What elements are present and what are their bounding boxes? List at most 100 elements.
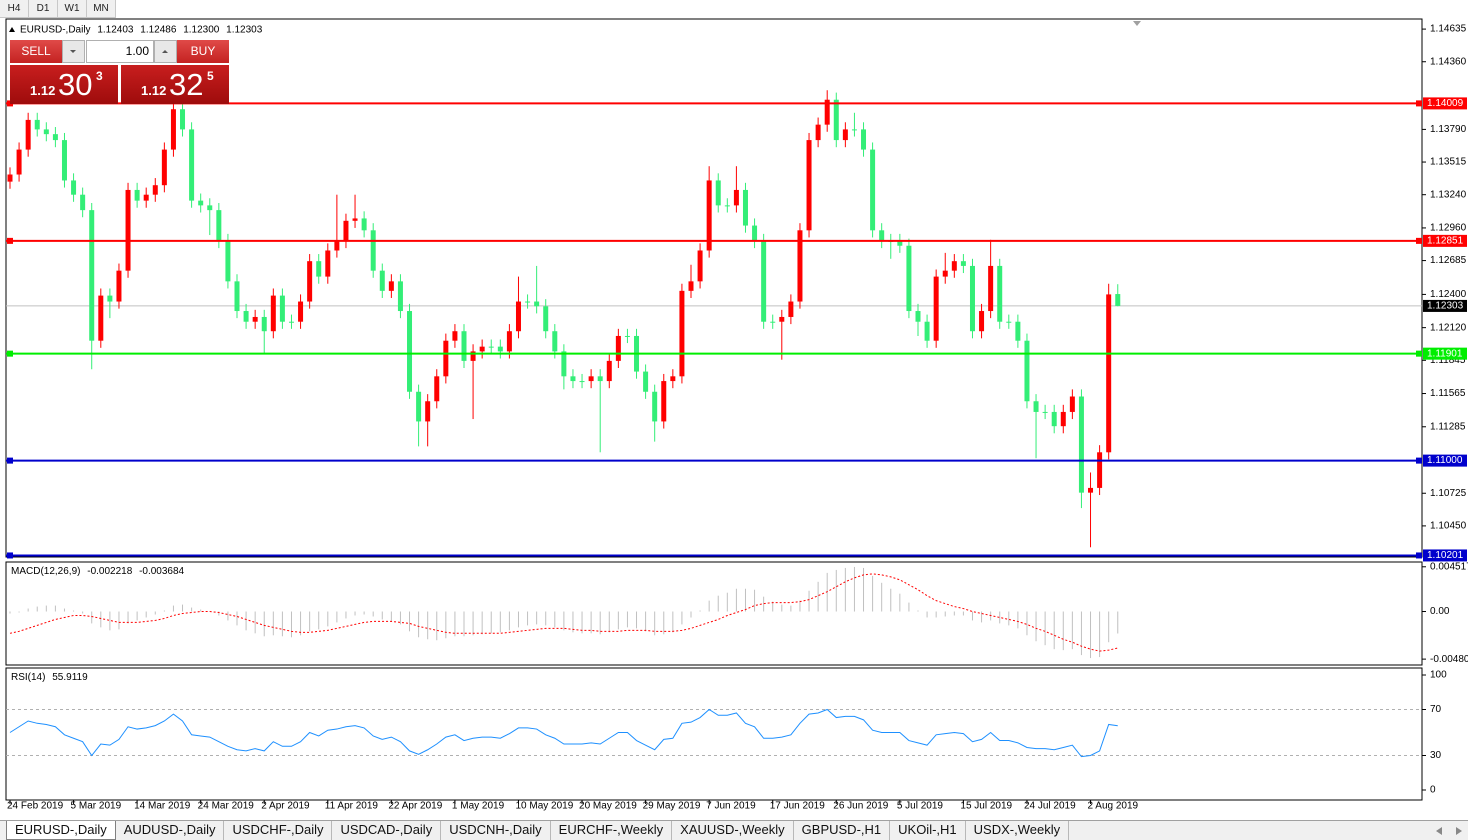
- candle-body: [52, 134, 58, 141]
- candle-body: [225, 240, 231, 282]
- chart-tab[interactable]: USDCNH-,Daily: [441, 821, 551, 840]
- candle-body: [216, 210, 222, 241]
- chart-tab[interactable]: USDX-,Weekly: [966, 821, 1070, 840]
- lots-up[interactable]: [154, 40, 177, 63]
- chart-tab[interactable]: UKOil-,H1: [890, 821, 966, 840]
- candle-body: [1006, 321, 1012, 323]
- candle-body: [288, 321, 294, 323]
- ask-big: 1.12: [141, 83, 167, 98]
- candle-body: [1060, 411, 1066, 427]
- candle-body: [652, 391, 658, 422]
- y-tick-label: 1.12400: [1430, 289, 1467, 300]
- level-label-box: [1423, 347, 1467, 360]
- candle-body: [525, 301, 531, 303]
- candle-body: [252, 316, 258, 322]
- candle-body: [25, 119, 31, 150]
- x-tick-label: 11 Apr 2019: [325, 801, 379, 812]
- timeframe-button[interactable]: W1: [58, 0, 87, 17]
- arrow-icon: [70, 50, 76, 53]
- rsi-panel-frame: [5, 667, 1423, 801]
- candle-body: [661, 381, 667, 422]
- arrow-icon: [162, 50, 168, 53]
- candle-body: [824, 99, 830, 125]
- timeframe-button[interactable]: D1: [29, 0, 58, 17]
- candle-body: [733, 189, 739, 206]
- candle-body: [243, 311, 249, 322]
- ask-price[interactable]: 1.12 32 5: [121, 65, 229, 104]
- candle-body: [488, 346, 494, 348]
- timeframe-button[interactable]: MN: [87, 0, 116, 17]
- candle-body: [407, 311, 413, 392]
- x-tick-label: 24 Mar 2019: [198, 801, 255, 812]
- chart-tab[interactable]: EURCHF-,Weekly: [551, 821, 673, 840]
- level-handle: [1416, 552, 1422, 559]
- macd-title: MACD(12,26,9): [11, 566, 80, 577]
- candle-body: [207, 205, 213, 211]
- chart-shift-marker: [1133, 21, 1141, 26]
- candle-body: [951, 261, 957, 271]
- x-tick-label: 14 Mar 2019: [134, 801, 191, 812]
- candle-body: [606, 360, 612, 382]
- candle-body: [443, 340, 449, 377]
- chart-tab[interactable]: AUDUSD-,Daily: [116, 821, 225, 840]
- timeframe-button[interactable]: H4: [0, 0, 29, 17]
- candle-body: [80, 194, 86, 211]
- candle-body: [425, 401, 431, 422]
- bid-price[interactable]: 1.12 30 3: [10, 65, 118, 104]
- candle-body: [515, 301, 521, 332]
- candle-body: [770, 321, 776, 323]
- sell-button[interactable]: SELL: [10, 40, 62, 63]
- rsi-header: RSI(14) 55.9119: [11, 672, 88, 683]
- chart-tabs: EURUSD-,Daily AUDUSD-,Daily USDCHF-,Daily U…: [0, 820, 1468, 840]
- candle-body: [933, 276, 939, 341]
- candle-body: [842, 129, 848, 141]
- candle-body: [43, 129, 49, 135]
- y-tick-label: 30: [1430, 750, 1442, 761]
- candle-body: [724, 205, 730, 207]
- chart-tab[interactable]: USDCHF-,Daily: [224, 821, 333, 840]
- candle-body: [279, 295, 285, 322]
- macd-header: MACD(12,26,9) -0.002218 -0.003684: [11, 566, 185, 577]
- candle-body: [588, 376, 594, 382]
- candle-body: [679, 290, 685, 377]
- ask-point: 5: [207, 69, 214, 83]
- x-tick-label: 22 Apr 2019: [388, 801, 442, 812]
- candle-body: [715, 180, 721, 206]
- candle-body: [161, 149, 167, 186]
- buy-button[interactable]: BUY: [177, 40, 229, 63]
- tab-scroll[interactable]: [1434, 825, 1464, 837]
- x-tick-label: 10 May 2019: [515, 801, 573, 812]
- candle-body: [370, 230, 376, 271]
- candle-body: [997, 265, 1003, 322]
- candle-body: [1106, 294, 1112, 453]
- candle-body: [670, 376, 676, 382]
- candle-body: [1069, 396, 1075, 412]
- candle-body: [7, 174, 13, 182]
- x-tick-label: 24 Feb 2019: [7, 801, 64, 812]
- chart-tab[interactable]: XAUUSD-,Weekly: [672, 821, 794, 840]
- candle-body: [761, 240, 767, 322]
- candle-body: [697, 250, 703, 282]
- chart-tab[interactable]: USDCAD-,Daily: [332, 821, 442, 840]
- candle-body: [870, 149, 876, 231]
- candle-body: [897, 240, 903, 246]
- candle-body: [924, 321, 930, 341]
- chart-tab[interactable]: EURUSD-,Daily: [6, 821, 116, 840]
- y-tick-label: 1.11285: [1430, 421, 1466, 432]
- lots-down[interactable]: [62, 40, 85, 63]
- lots-input[interactable]: 1.00: [86, 40, 154, 63]
- y-tick-label: -0.004806: [1430, 654, 1468, 665]
- y-tick-label: 100: [1430, 670, 1447, 681]
- candle-body: [906, 245, 912, 312]
- y-tick-label: 1.12960: [1430, 223, 1467, 234]
- level-label-box: [1423, 454, 1467, 467]
- candle-body: [988, 265, 994, 312]
- chart-tab[interactable]: GBPUSD-,H1: [794, 821, 891, 840]
- y-tick-label: 1.14635: [1430, 24, 1467, 35]
- candle-body: [552, 331, 558, 352]
- candle-body: [134, 189, 140, 201]
- x-tick-label: 7 Jun 2019: [706, 801, 756, 812]
- candle-body: [397, 281, 403, 312]
- timeframe-toolbar: H4 D1 W1 MN: [0, 0, 116, 18]
